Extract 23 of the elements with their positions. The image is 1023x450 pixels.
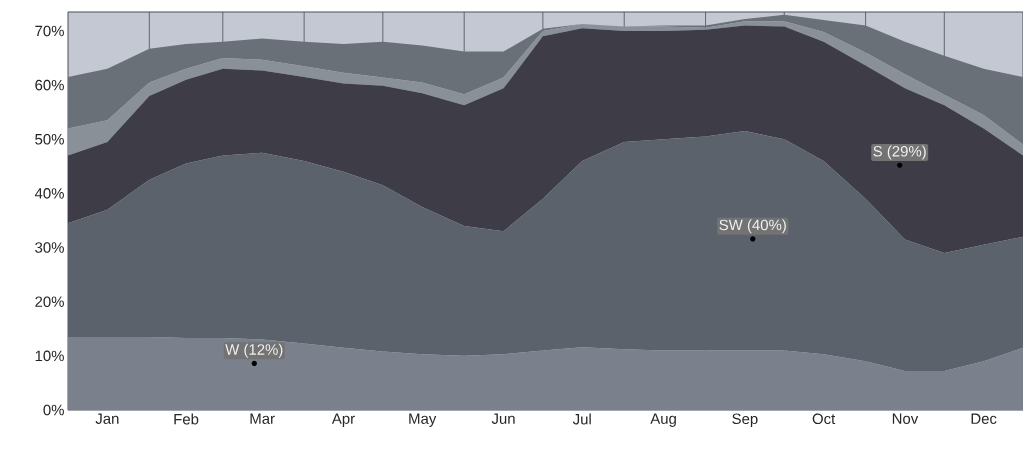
annotation: SW (40%) bbox=[719, 219, 786, 234]
x-tick-label: Oct bbox=[812, 413, 836, 425]
x-tick-label: Aug bbox=[650, 413, 676, 427]
y-tick-label: 0% bbox=[43, 404, 64, 416]
x-tick-label: Apr bbox=[331, 413, 355, 427]
x-tick-label: Mar bbox=[250, 413, 275, 424]
y-tick-label: 30% bbox=[35, 242, 64, 253]
annotation: W (12%) bbox=[225, 343, 283, 358]
annotation: S (29%) bbox=[873, 145, 926, 160]
y-tick-label: 40% bbox=[34, 188, 64, 199]
y-tick-label: 50% bbox=[35, 133, 64, 145]
x-tick-label: Jun bbox=[491, 413, 515, 424]
x-tick-label: Jan bbox=[95, 413, 119, 424]
x-tick-label: Nov bbox=[892, 413, 919, 424]
x-tick-label: Feb bbox=[174, 413, 199, 425]
x-tick-label: May bbox=[409, 413, 437, 427]
y-tick-label: 60% bbox=[35, 79, 64, 91]
x-tick-label: Sep bbox=[732, 413, 758, 428]
y-tick-label: 20% bbox=[35, 296, 64, 307]
x-tick-label: Jul bbox=[572, 413, 591, 425]
y-tick-label: 70% bbox=[35, 25, 64, 37]
x-tick-label: Dec bbox=[971, 413, 997, 424]
y-tick-label: 10% bbox=[35, 350, 64, 362]
